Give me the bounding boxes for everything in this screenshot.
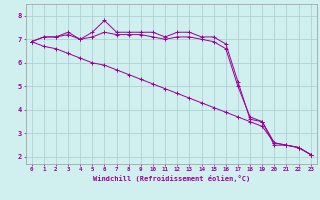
X-axis label: Windchill (Refroidissement éolien,°C): Windchill (Refroidissement éolien,°C)	[92, 175, 250, 182]
